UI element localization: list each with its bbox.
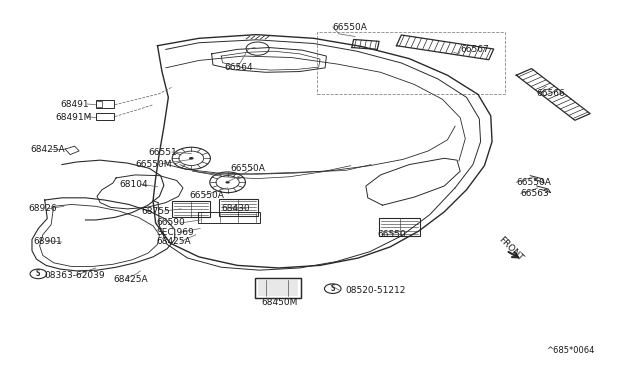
Text: 68926: 68926 [29, 204, 58, 214]
Text: 66563: 66563 [521, 189, 550, 198]
Text: 66564: 66564 [225, 63, 253, 72]
Text: 08520-51212: 08520-51212 [346, 286, 406, 295]
Text: 66550A: 66550A [333, 23, 367, 32]
Text: S: S [330, 284, 335, 293]
Bar [257, 280, 298, 296]
Text: 66550A: 66550A [516, 178, 551, 187]
Bar [255, 278, 301, 298]
Circle shape [225, 181, 230, 183]
Text: 68425A: 68425A [30, 145, 65, 154]
Text: 08363-62039: 08363-62039 [45, 271, 106, 280]
Bar [198, 212, 260, 223]
Text: 68491M: 68491M [56, 113, 92, 122]
Text: 66550: 66550 [378, 230, 406, 239]
Text: SEC.969: SEC.969 [156, 228, 194, 237]
Text: FRONT: FRONT [497, 235, 525, 263]
Text: 68104: 68104 [119, 180, 148, 189]
Bar [255, 278, 301, 298]
Text: 66550A: 66550A [189, 191, 224, 200]
Bar [96, 100, 113, 108]
Text: 68491: 68491 [60, 100, 88, 109]
Text: 68430: 68430 [221, 203, 250, 213]
Text: 68425A: 68425A [156, 237, 191, 246]
Bar [172, 201, 211, 217]
Text: 66550A: 66550A [231, 164, 266, 173]
Bar [379, 218, 420, 236]
Circle shape [189, 157, 193, 160]
Text: 68755: 68755 [141, 206, 170, 216]
Bar [317, 32, 505, 94]
Text: 66566: 66566 [537, 89, 565, 98]
Text: ^685*0064: ^685*0064 [546, 346, 595, 355]
Text: 66567: 66567 [460, 45, 489, 54]
Text: 66551: 66551 [148, 148, 177, 157]
Text: 68450M: 68450M [261, 298, 298, 307]
Text: S: S [36, 269, 41, 278]
Text: 66590: 66590 [156, 218, 185, 227]
Text: 66550M: 66550M [135, 160, 172, 169]
Text: 68901: 68901 [33, 237, 62, 246]
Bar [220, 199, 257, 216]
Bar [96, 113, 113, 120]
Text: 68425A: 68425A [113, 275, 148, 283]
